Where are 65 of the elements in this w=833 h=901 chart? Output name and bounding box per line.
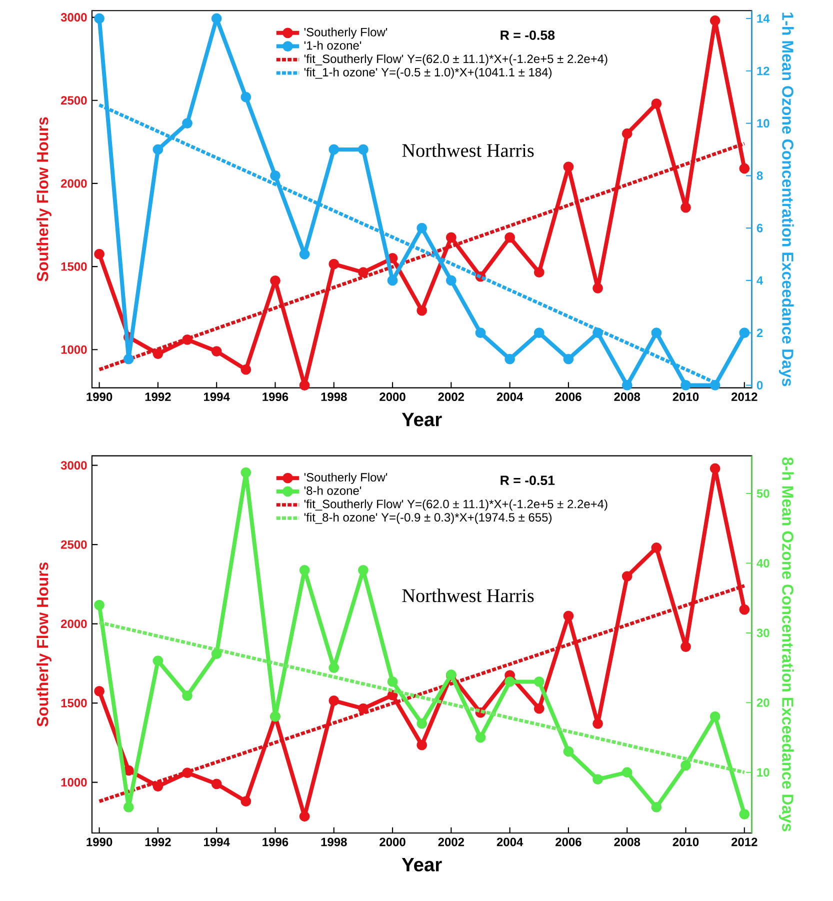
x-tick-label: 1990 [86,838,112,846]
legend-label: 'Southerly Flow' [304,472,388,484]
y2-tick-label: 0 [756,380,763,390]
y2-tick-label: 8 [756,171,763,180]
legend-label: '8-h ozone' [304,486,362,495]
y2-tick-label: 2 [756,328,763,338]
legend-label: 'fit_Southerly Flow' Y=(62.0 ± 11.1)*X+(-1.2e+5 ± 2.2e+4) [304,499,608,511]
y-tick-label: 3000 [60,461,87,470]
y-tick-label: 2500 [60,96,87,105]
x-tick-label: 1990 [86,392,112,402]
y2-tick-label: 10 [757,768,770,777]
y2-tick-label: 20 [756,698,770,707]
y-tick-label: 1000 [61,345,87,354]
y-axis-title: Southerly Flow Hours [36,117,52,282]
x-tick-label: 2008 [614,392,640,402]
x-tick-label: 1998 [321,392,347,402]
y2-tick-label: 4 [756,276,764,285]
x-tick-label: 1992 [145,838,171,846]
y-tick-label: 2000 [60,179,87,188]
x-axis-title: Year [402,412,442,426]
legend-label: 'fit_Southerly Flow' Y=(62.0 ± 11.1)*X+(-1.2e+5 ± 2.2e+4) [304,54,608,66]
x-tick-label: 2012 [731,838,758,846]
y2-tick-label: 6 [756,224,763,232]
y-tick-label: 1500 [61,698,87,708]
x-tick-label: 1996 [262,838,288,846]
x-tick-label: 2008 [614,838,640,846]
y-tick-label: 2000 [60,620,87,628]
x-tick-label: 1996 [262,392,288,402]
annotation: R = -0.51 [500,476,555,486]
y2-axis-title: 8-h Mean Ozone Concentration Exceedance Days [778,457,794,832]
legend-label: 'fit_1-h ozone' Y=(-0.5 ± 1.0)*X+(1041.1 ± 184) [304,68,552,79]
annotation: R = -0.58 [500,30,555,40]
x-tick-label: 1992 [145,392,171,402]
annotation: Northwest Harris [402,588,534,602]
y2-tick-label: 12 [757,66,770,76]
y-tick-label: 2500 [60,540,87,549]
annotation: Northwest Harris [402,143,534,157]
x-tick-label: 2000 [380,838,406,846]
y2-tick-label: 50 [756,489,770,498]
y-tick-label: 1500 [61,262,87,271]
x-tick-label: 1994 [204,392,230,402]
x-tick-label: 2006 [556,392,582,402]
y2-tick-label: 30 [756,628,770,638]
legend-label: 'fit_8-h ozone' Y=(-0.9 ± 0.3)*X+(1974.5 ± 655) [304,512,552,524]
x-tick-label: 2004 [496,392,524,402]
x-tick-label: 1998 [321,838,347,846]
y-axis-title: Southerly Flow Hours [36,562,52,727]
x-tick-label: 2000 [380,392,406,402]
y-tick-label: 3000 [60,13,87,22]
x-tick-label: 2002 [438,838,464,846]
y2-axis-title: 1-h Mean Ozone Concentration Exceedance Days [778,12,794,386]
y2-tick-label: 40 [756,558,770,568]
x-tick-label: 2002 [438,392,464,402]
x-tick-label: 2004 [496,838,524,846]
legend-label: 'Southerly Flow' [304,28,388,39]
x-tick-label: 2006 [556,838,582,846]
x-tick-label: 2012 [731,392,758,402]
x-axis-title: Year [402,858,442,872]
x-tick-label: 2010 [672,392,699,402]
x-tick-label: 1994 [204,838,230,846]
y-tick-label: 1000 [61,778,87,787]
y2-tick-label: 14 [757,14,770,23]
x-tick-label: 2010 [672,838,699,846]
y2-tick-label: 10 [757,119,770,128]
legend-label: '1-h ozone' [304,40,362,50]
